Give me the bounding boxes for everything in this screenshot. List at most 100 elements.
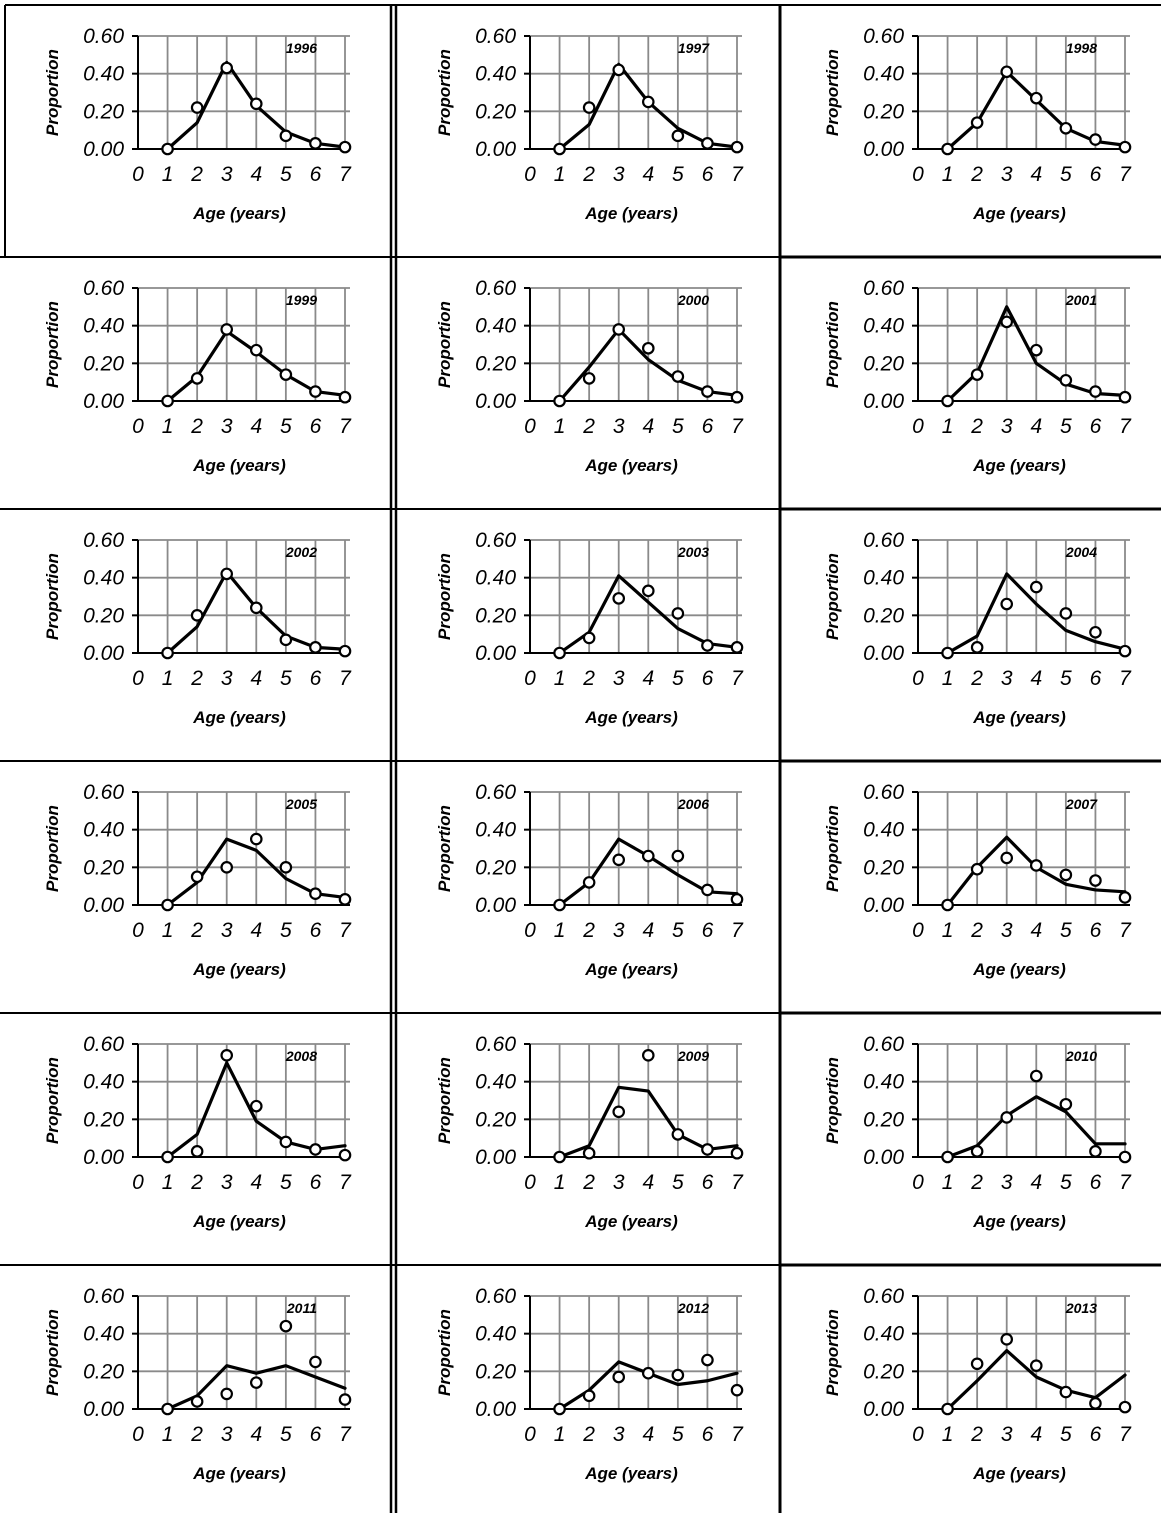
- chart-panel-2013: 0.00 0.20 0.40 0.60 0 1 2 3 4 5 6 7 Age (years) Propo…: [780, 1265, 1161, 1513]
- x-tick-label: 5: [672, 1423, 684, 1446]
- data-point: [309, 887, 322, 900]
- y-tick-label: 0.60: [475, 277, 516, 300]
- y-axis-title: Proportion: [435, 49, 454, 136]
- chart-panel-2011: 0.00 0.20 0.40 0.60 0 1 2 3 4 5 6 7 Age (years) Propo…: [0, 1265, 392, 1513]
- x-tick-label: 5: [1060, 1171, 1072, 1194]
- data-point: [1089, 874, 1102, 887]
- x-tick-label: 1: [942, 1171, 954, 1194]
- x-tick-label: 5: [1060, 919, 1072, 942]
- x-tick-label: 5: [1060, 1423, 1072, 1446]
- x-tick-label: 2: [582, 1423, 595, 1446]
- x-tick-label: 7: [339, 919, 352, 942]
- data-point: [1118, 891, 1132, 904]
- y-tick-label: 0.60: [475, 529, 516, 552]
- x-tick-label: 7: [339, 667, 352, 690]
- y-tick-label: 0.20: [83, 604, 124, 627]
- y-axis-title: Proportion: [43, 1309, 62, 1396]
- x-tick-label: 2: [190, 415, 203, 438]
- chart-svg: 0.00 0.20 0.40 0.60 0 1 2 3 4 5 6 7 Age (years) Propo…: [823, 25, 1132, 223]
- x-tick-label: 1: [162, 919, 174, 942]
- x-axis-title: Age (years): [192, 1212, 286, 1231]
- data-point: [553, 898, 566, 912]
- data-point: [1089, 385, 1102, 398]
- data-point: [338, 893, 352, 906]
- data-point: [730, 1146, 744, 1160]
- y-axis-title: Proportion: [43, 301, 62, 388]
- x-tick-label: 4: [1030, 919, 1042, 942]
- data-point: [941, 394, 954, 408]
- data-point: [1118, 140, 1132, 154]
- data-point: [941, 1402, 954, 1416]
- x-tick-label: 4: [642, 163, 654, 186]
- x-tick-label: 7: [731, 415, 744, 438]
- data-point: [190, 101, 204, 114]
- data-point: [612, 323, 626, 336]
- x-tick-label: 0: [912, 919, 924, 942]
- x-axis-title: Age (years): [584, 708, 678, 727]
- data-point: [641, 1048, 655, 1062]
- x-tick-label: 3: [1001, 667, 1013, 690]
- y-tick-label: 0.60: [475, 781, 516, 804]
- data-point: [220, 861, 234, 874]
- data-point: [730, 641, 744, 654]
- data-point: [220, 1387, 234, 1401]
- data-point: [190, 372, 204, 385]
- x-tick-label: 4: [642, 1423, 654, 1446]
- data-point: [161, 898, 174, 912]
- x-axis-title: Age (years): [972, 708, 1066, 727]
- x-tick-label: 6: [702, 163, 714, 186]
- data-point: [641, 849, 655, 863]
- x-tick-label: 2: [190, 163, 203, 186]
- data-point: [641, 584, 655, 598]
- y-tick-label: 0.60: [863, 277, 904, 300]
- year-label: 1996: [286, 40, 317, 56]
- data-point: [671, 1368, 685, 1382]
- y-tick-label: 0.20: [863, 100, 904, 123]
- year-label: 2001: [1065, 292, 1097, 308]
- chart-svg: 0.00 0.20 0.40 0.60 0 1 2 3 4 5 6 7 Age (years) Propo…: [823, 1033, 1132, 1231]
- data-point: [190, 870, 204, 884]
- data-point: [582, 1146, 596, 1160]
- x-axis-title: Age (years): [584, 1464, 678, 1483]
- y-tick-label: 0.00: [83, 138, 124, 161]
- x-tick-label: 2: [970, 1423, 983, 1446]
- y-tick-label: 0.60: [83, 1285, 124, 1308]
- x-tick-label: 0: [132, 919, 144, 942]
- x-tick-label: 1: [162, 163, 174, 186]
- x-tick-label: 5: [672, 163, 684, 186]
- chart-svg: 0.00 0.20 0.40 0.60 0 1 2 3 4 5 6 7 Age (years) Propo…: [43, 25, 352, 223]
- data-point: [1000, 851, 1014, 865]
- x-tick-label: 0: [524, 163, 536, 186]
- data-point: [309, 385, 322, 398]
- x-tick-label: 4: [250, 1171, 262, 1194]
- chart-svg: 0.00 0.20 0.40 0.60 0 1 2 3 4 5 6 7 Age (years) Propo…: [43, 781, 352, 979]
- y-tick-label: 0.20: [863, 1360, 904, 1383]
- x-tick-label: 3: [221, 415, 233, 438]
- x-tick-label: 5: [672, 415, 684, 438]
- data-point: [553, 646, 566, 660]
- data-point: [161, 1150, 174, 1164]
- x-tick-label: 0: [912, 1171, 924, 1194]
- y-tick-label: 0.20: [863, 856, 904, 879]
- x-tick-label: 4: [1030, 667, 1042, 690]
- y-tick-label: 0.40: [83, 567, 124, 590]
- x-tick-label: 3: [613, 415, 625, 438]
- data-point: [279, 129, 293, 143]
- chart-svg: 0.00 0.20 0.40 0.60 0 1 2 3 4 5 6 7 Age (years) Propo…: [435, 529, 744, 727]
- chart-panel-1997: 0.00 0.20 0.40 0.60 0 1 2 3 4 5 6 7 Age (years) Propo…: [392, 5, 780, 257]
- data-point: [582, 876, 596, 889]
- y-axis-title: Proportion: [435, 805, 454, 892]
- x-tick-label: 3: [613, 1171, 625, 1194]
- data-point: [730, 390, 744, 404]
- y-tick-label: 0.60: [83, 277, 124, 300]
- x-tick-label: 1: [554, 919, 566, 942]
- x-tick-label: 3: [1001, 1423, 1013, 1446]
- x-tick-label: 0: [912, 1423, 924, 1446]
- x-tick-label: 7: [731, 1423, 744, 1446]
- x-tick-label: 1: [162, 1171, 174, 1194]
- chart-svg: 0.00 0.20 0.40 0.60 0 1 2 3 4 5 6 7 Age (years) Propo…: [43, 1285, 352, 1483]
- y-axis-title: Proportion: [823, 1057, 842, 1144]
- year-label: 2005: [285, 796, 317, 812]
- data-point: [671, 129, 685, 143]
- data-point: [249, 832, 263, 846]
